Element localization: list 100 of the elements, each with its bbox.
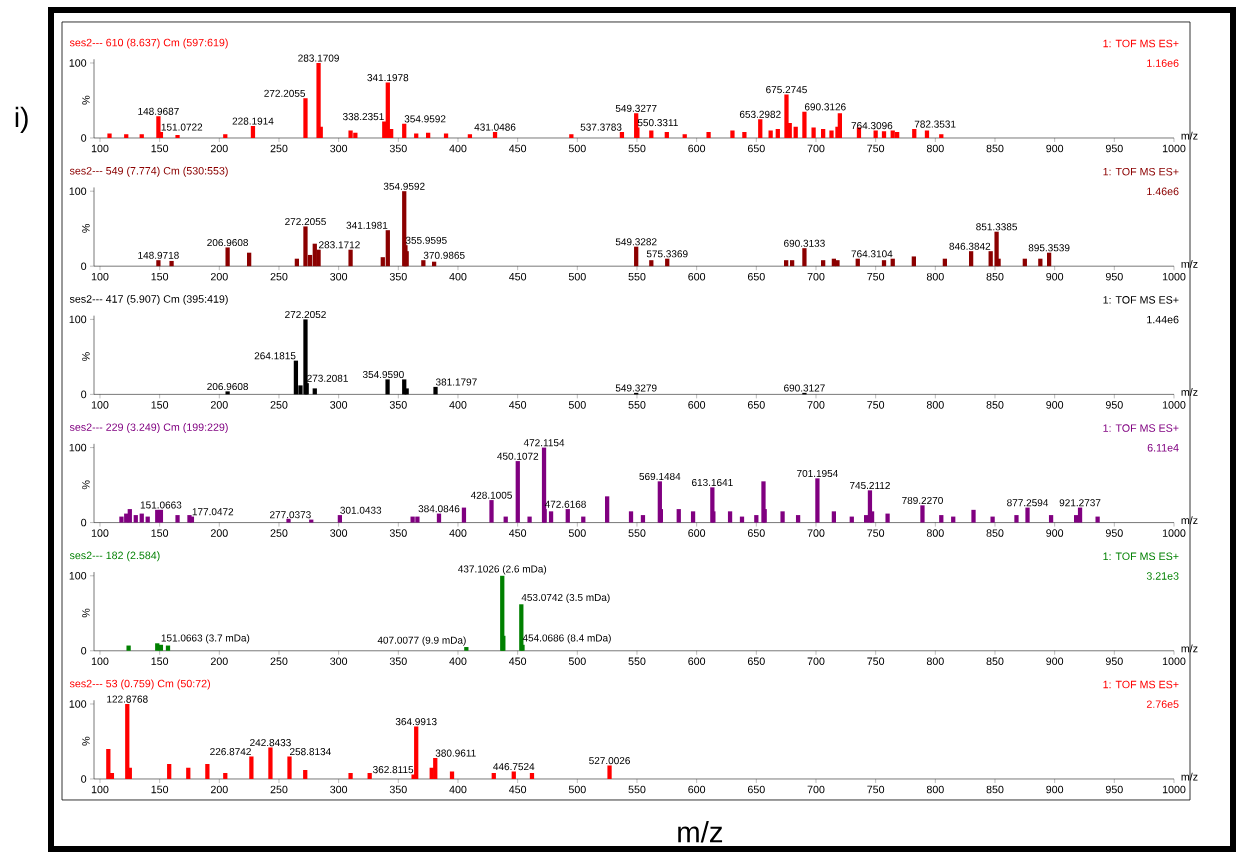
- annotation: 575.3369: [646, 250, 688, 258]
- bar: [607, 765, 612, 779]
- bar: [849, 516, 854, 523]
- x-tick-label: 350: [389, 144, 407, 153]
- annotation: 277.0373: [270, 511, 311, 519]
- x-tick-label: 550: [628, 401, 646, 409]
- x-tick-label: 750: [867, 144, 885, 153]
- y-axis-title: %: [82, 352, 90, 361]
- annotation: 745.2112: [849, 481, 890, 490]
- bar: [881, 131, 887, 138]
- annotation: 921.2737: [1059, 499, 1101, 507]
- x-tick-label: 250: [270, 272, 288, 281]
- text: m/z: [678, 820, 723, 843]
- annotation: 437.1026 (2.6 mDa): [458, 565, 547, 575]
- bar: [619, 131, 625, 138]
- x-tick-label: 700: [807, 657, 825, 666]
- chart-title: ses2--- 182 (2.584): [69, 551, 160, 562]
- x-tick-label: 250: [270, 529, 288, 537]
- x-tick-label: 850: [986, 529, 1004, 537]
- x-tick-label: 700: [807, 144, 825, 153]
- bar: [649, 260, 654, 267]
- x-tick-label: 950: [1105, 144, 1123, 153]
- x-tick-label: 600: [688, 657, 706, 666]
- x-tick-label: 200: [210, 785, 228, 794]
- bar: [821, 128, 826, 138]
- x-tick-label: 400: [449, 401, 467, 409]
- annotation: 242.8433: [250, 739, 291, 747]
- bar: [1046, 252, 1052, 267]
- bar: [436, 513, 442, 523]
- chart-subtitle: 1: TOF MS ES+: [1103, 296, 1179, 304]
- x-tick-label: 550: [628, 657, 646, 666]
- bar: [489, 500, 494, 523]
- bar: [706, 131, 711, 138]
- y-tick-label: 0: [81, 262, 87, 270]
- x-tick-label: 950: [1105, 401, 1123, 409]
- annotation: 272.2055: [285, 218, 326, 226]
- x-tick-label: 500: [568, 529, 586, 537]
- annotation: 550.3311: [637, 119, 678, 127]
- bar: [802, 248, 807, 267]
- bar: [385, 82, 390, 138]
- x-tick-label: 750: [867, 657, 885, 666]
- bar: [628, 511, 634, 523]
- x-tick-label: 350: [389, 529, 407, 537]
- x-tick-label: 400: [449, 529, 467, 537]
- annotation: 851.3385: [976, 223, 1018, 231]
- bar: [461, 507, 467, 523]
- bar: [920, 505, 925, 523]
- annotation: 782.3531: [914, 120, 956, 128]
- bar: [515, 461, 520, 523]
- bar: [316, 62, 321, 138]
- bar: [581, 516, 586, 523]
- annotation: 764.3104: [851, 250, 893, 258]
- bar: [565, 509, 570, 523]
- chart-subtitle: 1: TOF MS ES+: [1103, 39, 1179, 48]
- bar: [968, 251, 974, 267]
- x-tick-label: 600: [688, 272, 706, 281]
- x-tick-label: 200: [210, 529, 228, 537]
- x-tick-label: 800: [926, 657, 944, 666]
- annotation: 2.76e5: [1146, 700, 1179, 708]
- x-tick-label: 650: [747, 529, 765, 537]
- x-tick-label: 900: [1046, 785, 1064, 794]
- bar: [125, 703, 130, 779]
- annotation: 341.1978: [367, 74, 409, 82]
- bar: [793, 126, 798, 138]
- x-tick-label: 350: [389, 401, 407, 409]
- bar: [156, 260, 161, 267]
- bar: [831, 511, 837, 523]
- bar: [268, 747, 273, 779]
- bar: [1025, 507, 1030, 523]
- bar: [548, 511, 554, 523]
- bar: [348, 772, 353, 779]
- bar: [811, 127, 816, 138]
- y-tick-label: 0: [81, 134, 87, 142]
- annotation: 283.1709: [298, 54, 339, 62]
- y-axis-title: %: [82, 480, 90, 490]
- y-tick-label: 100: [69, 315, 87, 324]
- annotation: 653.2982: [739, 110, 781, 118]
- bar: [249, 756, 254, 779]
- x-tick-label: 900: [1046, 657, 1064, 666]
- annotation: 258.8134: [290, 748, 331, 756]
- bar: [924, 130, 930, 138]
- bar: [165, 645, 171, 651]
- bar: [835, 260, 840, 267]
- chart-title: ses2--- 417 (5.907) Cm (395:419): [69, 294, 228, 305]
- bar: [939, 515, 944, 523]
- annotation: 877.2594: [1007, 499, 1049, 507]
- bar: [303, 769, 308, 779]
- annotation: 549.3279: [615, 384, 657, 392]
- y-tick-label: 0: [81, 518, 87, 527]
- x-tick-label: 500: [568, 657, 586, 666]
- chart-subtitle: 1: TOF MS ES+: [1103, 424, 1179, 432]
- annotation: 301.0433: [340, 506, 382, 514]
- x-tick-label: 300: [330, 657, 348, 666]
- x-tick-label: 750: [867, 529, 885, 537]
- x-tick-label: 450: [509, 144, 527, 153]
- bar: [649, 130, 654, 138]
- bar: [464, 647, 469, 651]
- x-tick-label: 850: [986, 657, 1004, 666]
- y-axis-title: %: [82, 224, 90, 233]
- x-tick-label: 250: [270, 401, 288, 409]
